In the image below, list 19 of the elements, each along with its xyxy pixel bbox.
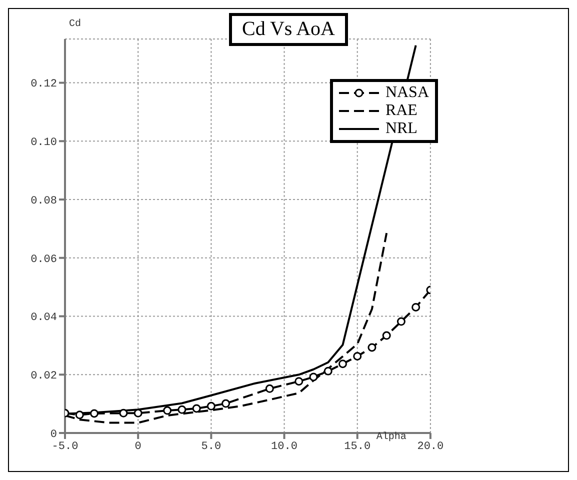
y-tick-label: 0.08	[30, 195, 57, 208]
legend-label: NASA	[385, 84, 429, 102]
x-tick-label: -5.0	[52, 440, 78, 453]
y-tick-label: 0.04	[30, 312, 58, 324]
y-tick-label: 0	[50, 428, 57, 441]
x-tick-label: 0	[134, 440, 142, 453]
x-tick-label: 15.0	[344, 440, 371, 453]
x-axis-title: Alpha	[376, 431, 406, 443]
y-tick-label: 0.02	[30, 370, 57, 383]
x-tick-label: 5.0	[201, 440, 222, 453]
chart-title: Cd Vs AoA	[229, 13, 348, 46]
y-axis-title: Cd	[69, 18, 82, 30]
legend-label: RAE	[385, 102, 418, 120]
y-tick-label: 0.12	[30, 78, 57, 91]
x-tick-label: 20.0	[417, 440, 444, 453]
x-tick-label: 10.0	[271, 440, 298, 453]
legend-label: NRL	[385, 120, 418, 138]
y-tick-label: 0.06	[30, 254, 57, 266]
y-tick-label: 0.10	[30, 137, 57, 150]
